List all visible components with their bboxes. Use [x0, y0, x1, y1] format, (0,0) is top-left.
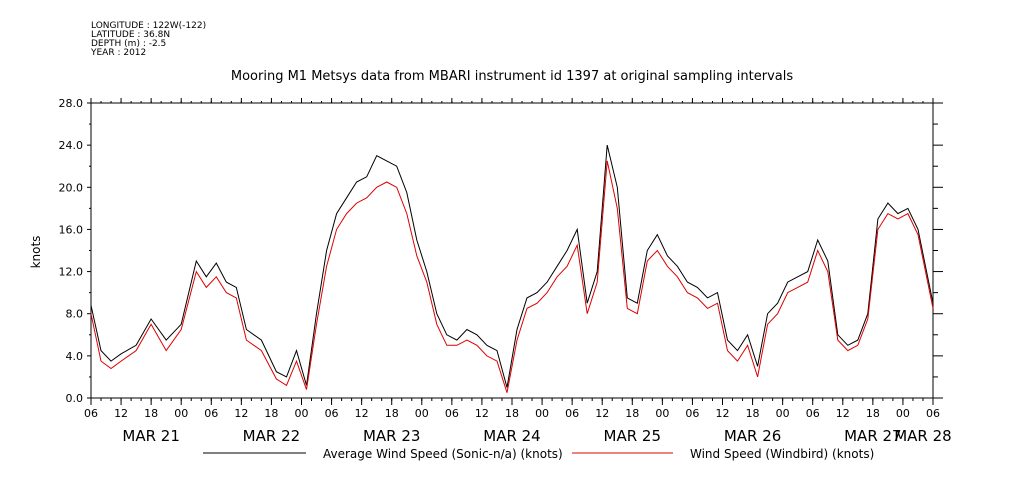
- metadata-line: LATITUDE : 36.8N: [91, 30, 170, 40]
- y-tick-label: 24.0: [59, 139, 84, 152]
- legend-label: Wind Speed (Windbird) (knots): [690, 447, 874, 461]
- x-tick-label: 18: [144, 407, 158, 420]
- x-tick-label: 00: [174, 407, 188, 420]
- x-tick-label: 12: [716, 407, 730, 420]
- metadata-line: YEAR : 2012: [90, 48, 146, 58]
- x-tick-label: 06: [565, 407, 579, 420]
- metadata-block: LONGITUDE : 122W(-122)LATITUDE : 36.8NDE…: [90, 21, 206, 58]
- date-label: MAR 21: [122, 427, 179, 445]
- x-tick-label: 18: [866, 407, 880, 420]
- y-tick-label: 4.0: [66, 350, 84, 363]
- x-tick-label: 06: [204, 407, 218, 420]
- x-axis: 06 12 18 00 06 12 18 00 06 12 18 00 06 12 18 00 06 12 18 00…: [84, 98, 952, 445]
- date-label: MAR 22: [243, 427, 300, 445]
- date-label: MAR 24: [483, 427, 540, 445]
- x-tick-label: 00: [415, 407, 429, 420]
- x-tick-label: 12: [114, 407, 128, 420]
- series-line-1: [90, 160, 934, 393]
- metadata-line: DEPTH (m) : -2.5: [91, 39, 166, 49]
- x-tick-label: 12: [355, 407, 369, 420]
- plot-frame: [90, 102, 934, 399]
- x-tick-label: 00: [295, 407, 309, 420]
- x-tick-label: 12: [475, 407, 489, 420]
- legend: Average Wind Speed (Sonic-n/a) (knots) Wi…: [203, 447, 874, 461]
- x-tick-label: 06: [445, 407, 459, 420]
- date-label: MAR 23: [363, 427, 420, 445]
- x-tick-label: 18: [264, 407, 278, 420]
- date-label: MAR 25: [604, 427, 661, 445]
- x-tick-label: 18: [746, 407, 760, 420]
- x-tick-label: 12: [234, 407, 248, 420]
- x-tick-label: 12: [836, 407, 850, 420]
- x-tick-label: 06: [325, 407, 339, 420]
- metadata-line: LONGITUDE : 122W(-122): [91, 21, 206, 31]
- x-tick-label: 18: [505, 407, 519, 420]
- x-tick-label: 00: [896, 407, 910, 420]
- date-label: MAR 27: [844, 427, 901, 445]
- x-tick-label: 00: [655, 407, 669, 420]
- x-tick-label: 18: [625, 407, 639, 420]
- x-tick-label: 12: [595, 407, 609, 420]
- x-tick-label: 06: [926, 407, 940, 420]
- y-tick-label: 20.0: [59, 181, 84, 194]
- x-tick-label: 06: [84, 407, 98, 420]
- y-axis: 0.0 4.0 8.0 12.0 16.0 20.0 24.0 28.0: [59, 97, 943, 405]
- legend-label: Average Wind Speed (Sonic-n/a) (knots): [323, 447, 563, 461]
- y-tick-label: 28.0: [59, 97, 84, 110]
- x-tick-label: 06: [806, 407, 820, 420]
- y-tick-label: 16.0: [59, 223, 84, 236]
- x-tick-label: 06: [685, 407, 699, 420]
- series-lines: [90, 144, 934, 393]
- series-line-0: [90, 144, 934, 388]
- x-tick-label: 00: [776, 407, 790, 420]
- y-tick-label: 8.0: [66, 308, 84, 321]
- y-axis-label: knots: [29, 236, 43, 269]
- x-tick-label: 18: [385, 407, 399, 420]
- y-tick-label: 12.0: [59, 266, 84, 279]
- plot-border: [90, 102, 934, 399]
- date-label: MAR 28: [894, 427, 951, 445]
- chart-title: Mooring M1 Metsys data from MBARI instru…: [231, 69, 793, 84]
- y-tick-label: 0.0: [66, 392, 84, 405]
- date-label: MAR 26: [724, 427, 781, 445]
- x-tick-label: 00: [535, 407, 549, 420]
